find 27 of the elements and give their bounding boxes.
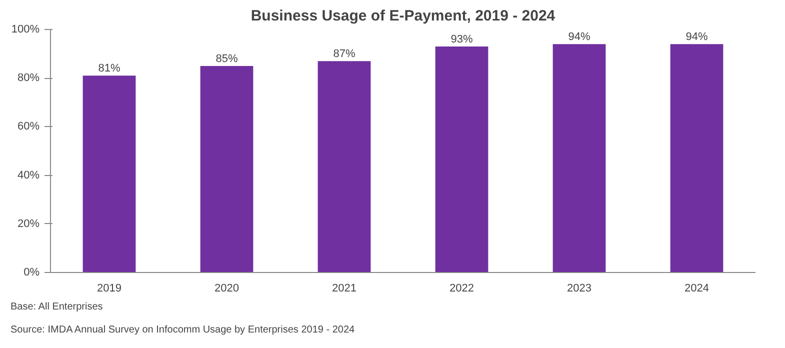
data-label: 87%: [333, 48, 356, 60]
x-tick-label: 2022: [450, 282, 474, 294]
data-label: 94%: [686, 31, 708, 44]
source-note: Source: IMDA Annual Survey on Infocomm Usage by Enterprises 2019 - 2024: [10, 324, 356, 336]
chart-title: Business Usage of E-Payment, 2019 - 2024: [250, 8, 556, 24]
bar: [552, 44, 606, 272]
bar: [200, 66, 254, 272]
bar: [435, 46, 488, 272]
bar: [670, 44, 724, 272]
y-tick-label: 80%: [17, 72, 40, 84]
data-label: 93%: [450, 34, 473, 46]
y-tick-label: 60%: [17, 120, 40, 133]
data-label: 81%: [98, 62, 120, 75]
x-tick-label: 2023: [567, 282, 592, 294]
x-tick-label: 2024: [684, 282, 709, 294]
bar: [82, 76, 136, 272]
y-tick-label: 40%: [17, 169, 40, 182]
y-tick-label: 0%: [24, 266, 40, 278]
x-tick-label: 2021: [332, 282, 356, 294]
x-tick-label: 2019: [97, 282, 122, 294]
x-tick-label: 2020: [214, 282, 239, 294]
y-tick-label: 100%: [11, 24, 40, 36]
text: Base: All Enterprises: [10, 302, 103, 312]
data-label: 85%: [216, 52, 238, 65]
bar: [318, 61, 371, 272]
data-label: 94%: [568, 31, 590, 44]
y-tick-label: 20%: [17, 218, 40, 230]
